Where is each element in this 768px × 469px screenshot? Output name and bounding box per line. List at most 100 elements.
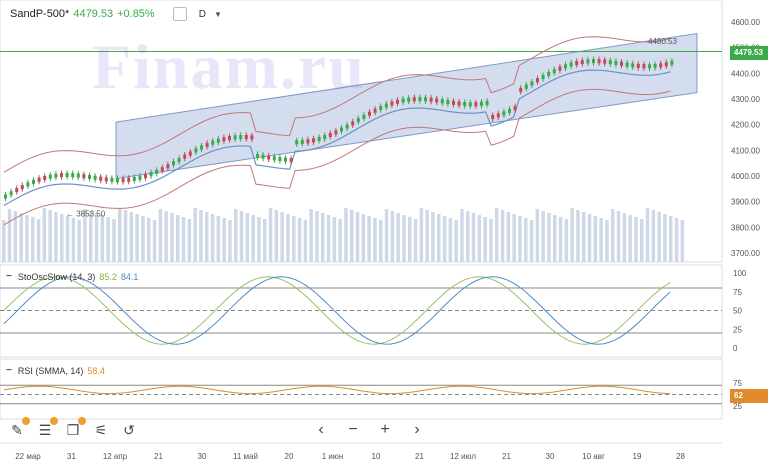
list-icon[interactable]: ☰	[36, 417, 58, 439]
volume-bar	[547, 213, 551, 262]
volume-bar	[674, 218, 679, 262]
price-tick-label: 3700.00	[731, 249, 760, 258]
volume-bar	[268, 208, 273, 262]
candle-body	[244, 135, 248, 140]
price-tick-label: 4200.00	[731, 121, 760, 130]
volume-bar	[616, 211, 621, 262]
candle-body	[457, 101, 461, 106]
candle-body	[429, 97, 433, 102]
price-panel	[0, 0, 723, 263]
volume-bar	[36, 219, 41, 262]
candle-body	[463, 101, 467, 107]
sliders-icon[interactable]: ⚟	[94, 421, 108, 438]
volume-bar	[553, 215, 557, 262]
scroll-left-button[interactable]: ‹	[318, 421, 324, 438]
bollinger-lower	[3, 88, 671, 226]
candle-body	[4, 194, 7, 199]
candle-body	[110, 177, 114, 182]
x-tick-label: 30	[198, 452, 207, 461]
volume-bar	[60, 214, 64, 262]
rsi-title[interactable]: RSI (SMMA, 14)	[17, 365, 84, 376]
volume-bar	[402, 215, 406, 262]
candle-body	[440, 99, 444, 104]
candle-body	[345, 124, 349, 129]
volume-bar	[89, 211, 93, 262]
layers-icon[interactable]: ❐	[64, 417, 86, 439]
volume-bar	[576, 210, 580, 262]
volume-bar	[379, 220, 383, 262]
price-tick-label: 4300.00	[731, 95, 760, 104]
candle-body	[256, 153, 259, 158]
volume-bar	[228, 220, 232, 262]
stoch-title[interactable]: StoOscSlow (14, 3)	[17, 271, 96, 282]
stoch-d-value: 84.1	[120, 271, 139, 282]
volume-bar	[640, 219, 644, 262]
collapse-icon[interactable]: −	[6, 271, 12, 282]
volume-bar	[611, 209, 615, 262]
volume-bar	[582, 212, 586, 262]
volume-bar	[251, 215, 255, 262]
candle-body	[149, 172, 153, 177]
candle-body	[384, 103, 388, 108]
undo-icon[interactable]: ↺	[123, 421, 135, 438]
color-swatch[interactable]	[172, 7, 187, 21]
x-tick-label: 30	[546, 452, 555, 461]
symbol-name[interactable]: SandP-500*	[10, 8, 70, 20]
candle-body	[166, 164, 170, 169]
chevron-down-icon[interactable]: ▼	[213, 9, 222, 19]
moving-average	[3, 69, 671, 207]
candle-body	[216, 138, 220, 143]
candle-body	[513, 106, 517, 111]
volume-bar	[292, 216, 296, 262]
pencil-icon[interactable]: ✎	[8, 417, 30, 439]
candle-body	[452, 100, 455, 105]
collapse-icon[interactable]: −	[6, 365, 12, 376]
x-tick-label: 10	[372, 452, 381, 461]
chart-navigation: ‹ − + ›	[314, 421, 424, 439]
volume-bar	[344, 208, 348, 262]
price-tick-label: 3800.00	[731, 223, 760, 232]
price-change: +0.85%	[117, 8, 155, 20]
candle-body	[586, 59, 590, 64]
candle-body	[289, 158, 293, 163]
candle-body	[261, 154, 265, 159]
last-price: 4479.53	[73, 8, 114, 20]
volume-bar	[303, 220, 308, 262]
candle-body	[228, 136, 231, 141]
volume-bar	[506, 212, 511, 262]
candle-body	[407, 97, 411, 102]
candle-body	[519, 87, 523, 92]
candle-body	[390, 101, 394, 106]
candle-body	[547, 71, 551, 77]
timeframe-selector[interactable]: D	[198, 8, 206, 20]
volume-bar	[245, 213, 250, 262]
zoom-in-button[interactable]: +	[380, 421, 390, 438]
candle-body	[373, 108, 377, 113]
zoom-out-button[interactable]: −	[348, 421, 358, 438]
candle-body	[636, 63, 640, 68]
volume-bar	[309, 209, 313, 262]
candle-body	[435, 98, 439, 103]
volume-bar	[263, 219, 267, 262]
volume-bar	[408, 217, 412, 262]
volume-bar	[187, 219, 192, 262]
volume-bar	[442, 216, 447, 262]
volume-bar	[239, 211, 244, 262]
candle-body	[424, 97, 427, 102]
scroll-right-button[interactable]: ›	[414, 421, 420, 438]
volume-bar	[170, 213, 174, 262]
candle-body	[485, 100, 489, 105]
volume-bar	[129, 212, 134, 262]
volume-bar	[71, 218, 76, 262]
stoch-tick-label: 100	[733, 269, 747, 278]
candle-body	[597, 59, 601, 64]
volume-bar	[355, 212, 360, 262]
candle-body	[121, 178, 125, 183]
candle-body	[659, 63, 663, 68]
volume-bar	[158, 209, 163, 262]
candle-body	[99, 176, 103, 181]
candle-body	[76, 173, 80, 178]
volume-bar	[651, 210, 656, 262]
volume-bar	[645, 208, 650, 262]
